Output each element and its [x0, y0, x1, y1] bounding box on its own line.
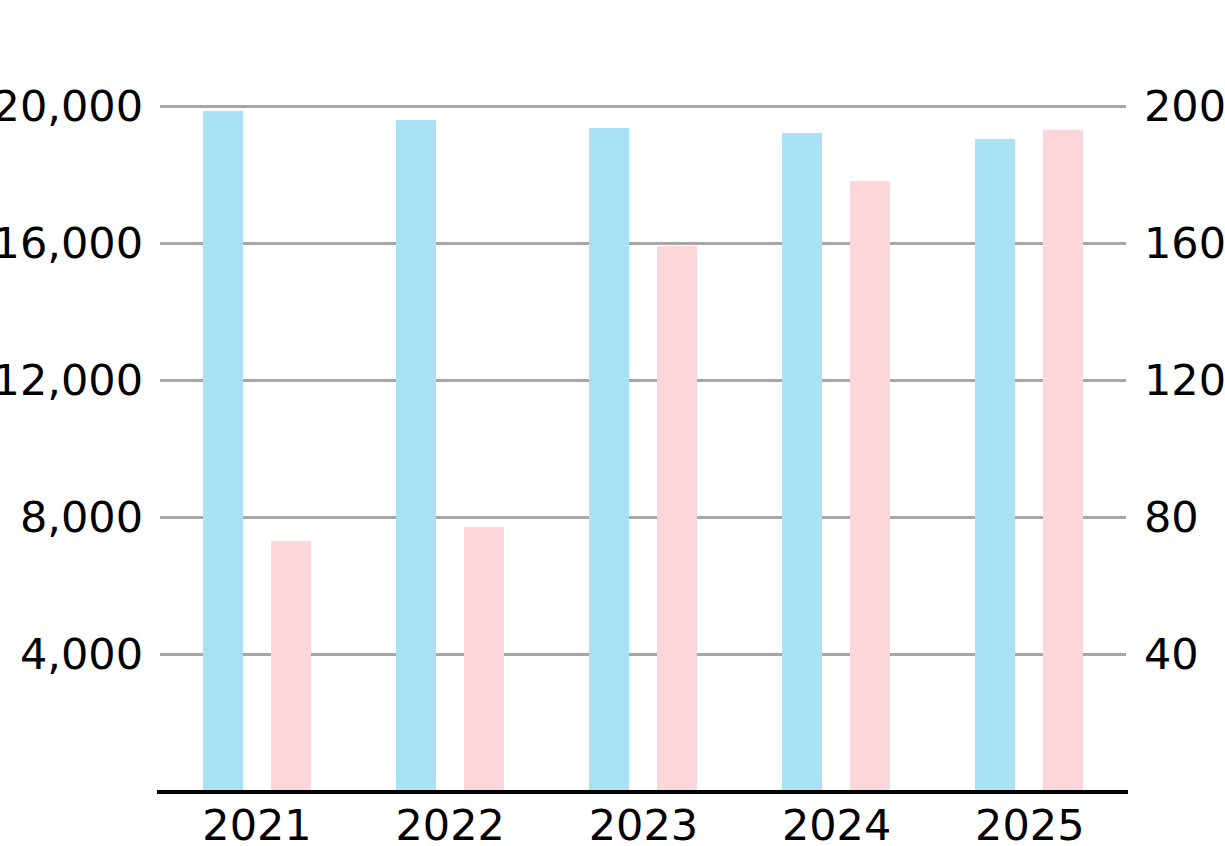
- x-axis-tick-label: 2025: [933, 802, 1127, 846]
- x-axis-line: [157, 790, 1128, 794]
- x-axis-tick-label: 2024: [740, 802, 934, 846]
- right-axis-tick-label: 80: [1144, 494, 1224, 540]
- horizontal-gridline: [160, 105, 1126, 108]
- left-axis-tick-label: 12,000: [0, 357, 143, 403]
- right-axis-tick-label: 160: [1144, 220, 1224, 266]
- x-axis-tick-label: 2021: [160, 802, 354, 846]
- pink-series-bar-2024: [850, 181, 890, 794]
- pink-series-bar-2021: [271, 541, 311, 794]
- pink-series-bar-2025: [1043, 130, 1083, 794]
- blue-series-bar-2022: [396, 120, 436, 794]
- left-axis-tick-label: 20,000: [0, 83, 143, 129]
- dual-axis-bar-chart: 20,000 16,000 12,000 8,000 4,000 200 160 120 80…: [0, 0, 1225, 846]
- x-axis-tick-label: 2023: [546, 802, 740, 846]
- left-axis-tick-label: 4,000: [0, 631, 143, 677]
- pink-series-bar-2023: [657, 246, 697, 794]
- right-axis-tick-label: 40: [1144, 631, 1224, 677]
- right-axis-tick-label: 200: [1144, 83, 1224, 129]
- blue-series-bar-2021: [203, 111, 243, 794]
- blue-series-bar-2024: [782, 133, 822, 794]
- blue-series-bar-2023: [589, 128, 629, 794]
- left-axis-tick-label: 16,000: [0, 220, 143, 266]
- pink-series-bar-2022: [464, 527, 504, 794]
- x-axis-tick-label: 2022: [353, 802, 547, 846]
- right-axis-tick-label: 120: [1144, 357, 1224, 403]
- left-axis-tick-label: 8,000: [0, 494, 143, 540]
- blue-series-bar-2025: [975, 139, 1015, 794]
